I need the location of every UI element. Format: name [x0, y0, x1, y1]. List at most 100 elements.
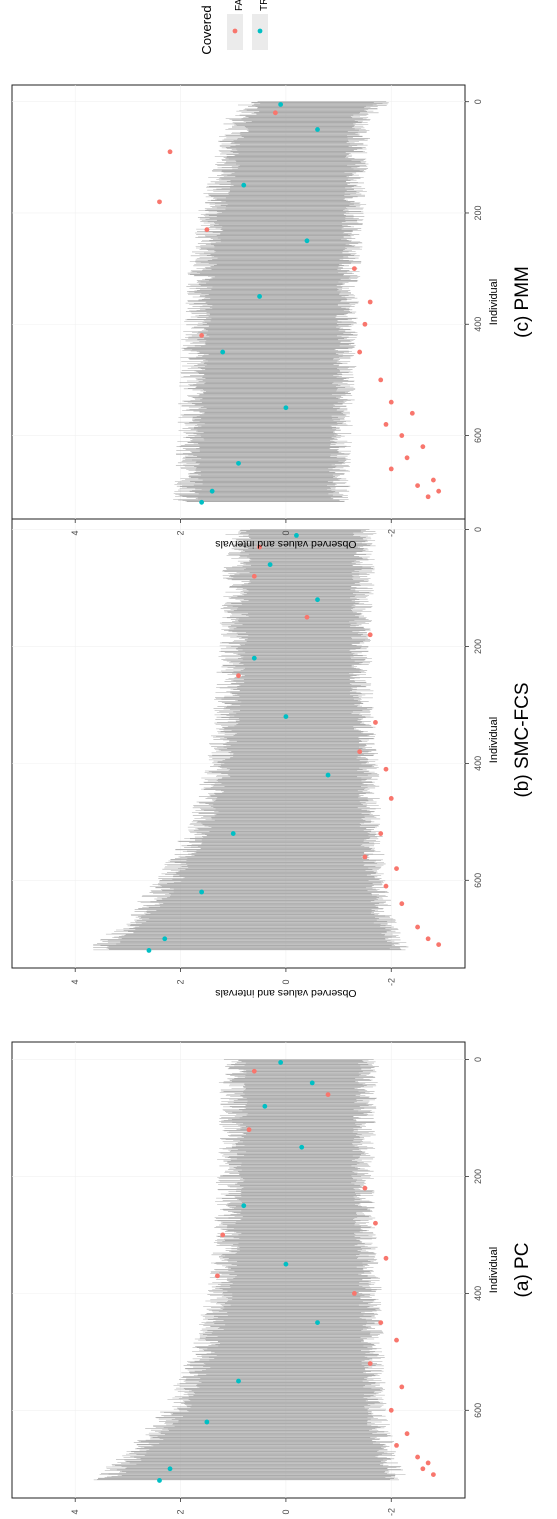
data-point-true	[262, 1103, 268, 1109]
data-point-false	[383, 766, 389, 772]
data-point-true	[257, 294, 262, 299]
data-point-true	[167, 1466, 173, 1472]
data-point-true	[283, 1261, 289, 1267]
x-tick-label: 0	[473, 1057, 483, 1062]
y-axis-title-group: Observed values and intervals	[215, 1517, 356, 1519]
x-tick-group: 400	[473, 756, 483, 771]
data-point-false	[367, 632, 373, 638]
x-tick-group: 600	[473, 1403, 483, 1418]
data-point-true	[283, 714, 289, 720]
chart-panel-pmm: -2 0 2 4 0 200 400 600 Individual Observed values…	[11, 84, 533, 550]
y-tick-label: 2	[176, 530, 186, 535]
data-point-false	[425, 1460, 431, 1466]
x-tick-group: 0	[473, 99, 483, 104]
y-tick-label: 0	[281, 530, 291, 535]
data-point-false	[204, 227, 210, 233]
series-true	[146, 532, 331, 953]
data-point-true	[251, 655, 257, 661]
y-tick-group: 4	[70, 979, 80, 984]
data-point-false	[362, 321, 368, 327]
chart-caption: (c) PMM	[512, 266, 533, 338]
y-axis-title: Observed values and intervals	[215, 987, 356, 999]
y-axis-title: Observed values and intervals	[215, 538, 356, 550]
data-point-false	[436, 488, 442, 494]
chart-panel-pc: -2 0 2 4 0 200 400 600 Individual Observed values…	[11, 1041, 533, 1519]
y-tick-group: 0	[281, 1509, 291, 1514]
data-point-false	[404, 455, 410, 461]
chart-caption: (b) SMC-FCS	[512, 682, 533, 797]
data-point-false	[272, 110, 278, 116]
x-tick-label: 200	[473, 1169, 483, 1184]
y-tick-label: 0	[281, 979, 291, 984]
data-point-true	[299, 1144, 305, 1150]
data-point-true	[241, 182, 247, 188]
y-tick-label: -2	[386, 1508, 396, 1516]
x-axis-title: Individual	[488, 717, 500, 763]
y-tick-group: 4	[70, 530, 80, 535]
y-tick-group: 4	[70, 1509, 80, 1514]
x-tick-label: 0	[473, 527, 483, 532]
x-tick-label: 400	[473, 1286, 483, 1301]
caption-group: (b) SMC-FCS	[512, 682, 533, 797]
data-point-false	[430, 1472, 436, 1478]
data-point-false	[236, 673, 241, 679]
y-tick-group: 0	[281, 979, 291, 984]
data-point-true	[146, 948, 152, 953]
y-tick-label: 2	[176, 1509, 186, 1514]
data-point-false	[430, 477, 436, 483]
data-point-false	[404, 1431, 410, 1437]
data-point-false	[351, 266, 357, 272]
data-point-false	[420, 444, 426, 450]
data-point-true	[304, 238, 310, 244]
data-point-false	[251, 1068, 257, 1074]
x-tick-group: 400	[473, 1286, 483, 1301]
interval-lines	[93, 1059, 406, 1481]
data-point-true	[283, 405, 289, 411]
data-point-true	[236, 1378, 241, 1384]
x-tick-group: 600	[473, 428, 483, 443]
data-point-true	[315, 127, 320, 132]
y-tick-group: 2	[176, 530, 186, 535]
series-false	[215, 1068, 436, 1478]
data-point-true	[309, 1080, 315, 1086]
data-point-true	[230, 831, 236, 836]
data-point-false	[246, 1127, 252, 1133]
data-point-false	[378, 831, 384, 836]
data-point-false	[367, 1361, 373, 1366]
data-point-true	[325, 772, 331, 778]
data-point-false	[199, 332, 205, 338]
data-point-false	[409, 410, 415, 416]
data-point-true	[278, 1060, 284, 1065]
data-point-false	[394, 1337, 399, 1343]
x-axis-title: Individual	[488, 1247, 500, 1293]
data-point-true	[267, 562, 273, 568]
y-axis-title-group: Observed values and intervals	[215, 987, 356, 999]
data-point-false	[436, 942, 442, 948]
data-point-true	[199, 889, 205, 895]
y-tick-group: -2	[386, 978, 396, 986]
y-axis-title: Observed values and intervals	[215, 1517, 356, 1519]
data-point-false	[357, 749, 363, 755]
data-point-false	[399, 1384, 405, 1390]
data-point-false	[220, 1232, 226, 1238]
chart-caption: (a) PC	[512, 1243, 533, 1298]
data-point-true	[199, 499, 205, 505]
data-point-false	[304, 614, 310, 620]
y-tick-label: -2	[386, 529, 396, 537]
data-point-false	[373, 720, 378, 725]
y-axis-title-group: Observed values and intervals	[215, 538, 356, 550]
interval-lines	[173, 101, 389, 503]
y-tick-label: -2	[386, 978, 396, 986]
data-point-false	[415, 483, 420, 489]
data-point-true	[241, 1203, 247, 1209]
data-point-false	[357, 349, 363, 355]
x-tick-label: 600	[473, 873, 483, 888]
series-true	[157, 1060, 320, 1483]
x-tick-group: 0	[473, 1057, 483, 1062]
x-axis-title: Individual	[488, 279, 500, 325]
y-tick-label: 4	[70, 979, 80, 984]
y-tick-group: -2	[386, 529, 396, 537]
x-tick-group: 400	[473, 317, 483, 332]
data-point-true	[315, 597, 320, 603]
y-tick-group: 2	[176, 979, 186, 984]
